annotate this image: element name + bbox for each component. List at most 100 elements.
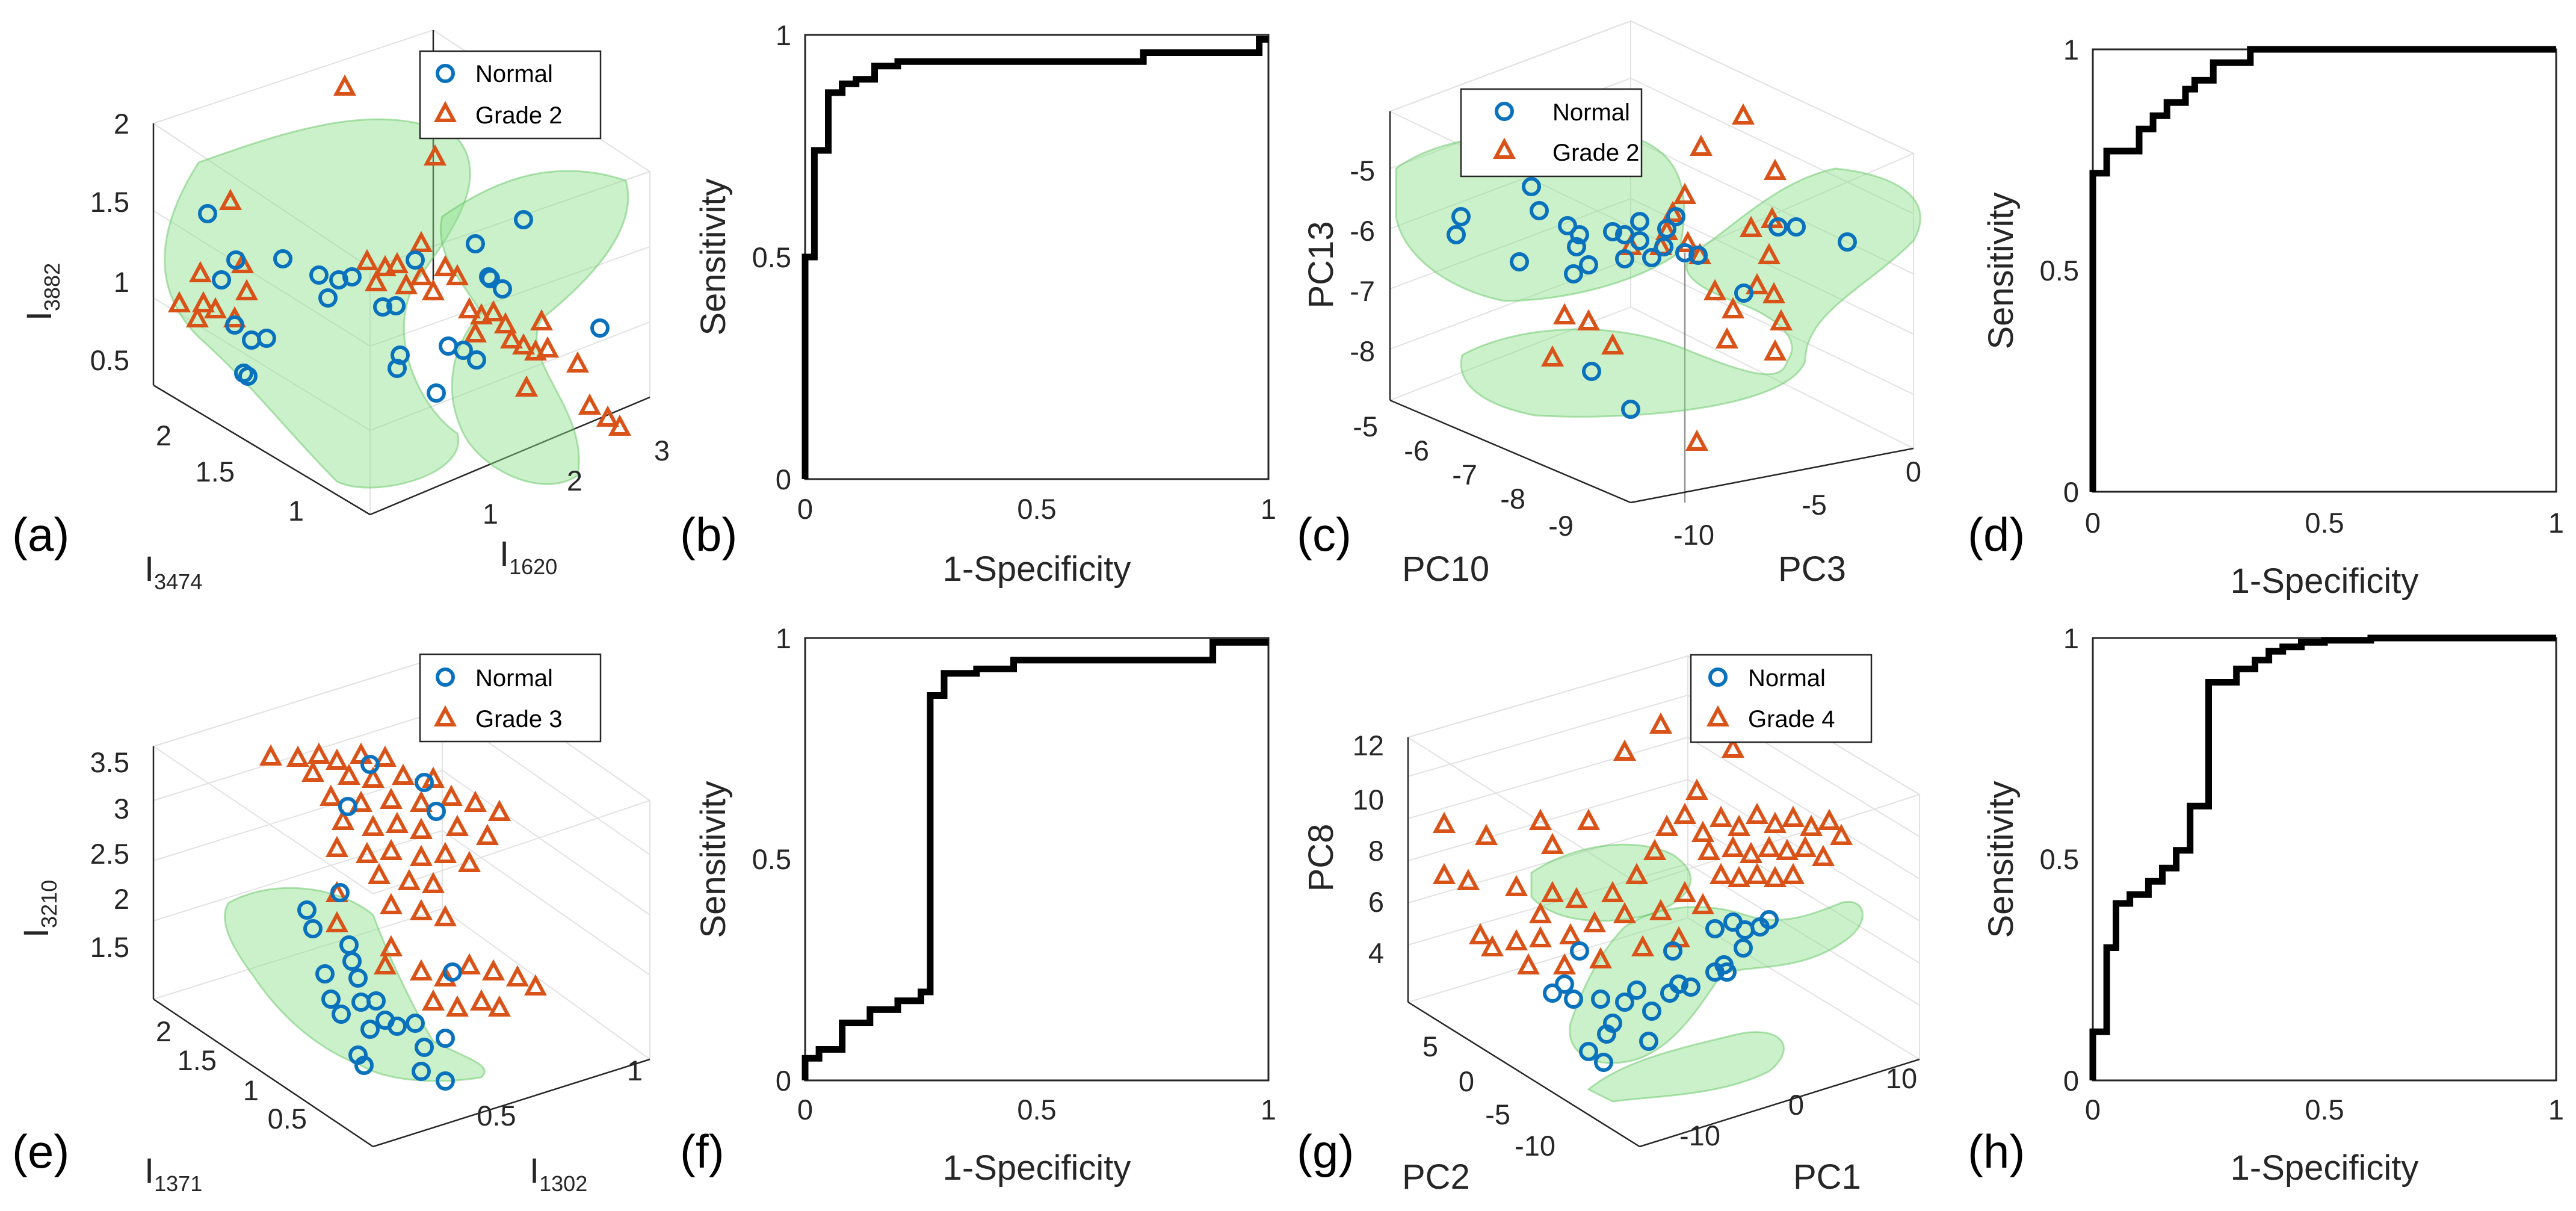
y-tick: 1 (776, 622, 791, 654)
normal-marker (360, 1020, 380, 1039)
z-axis-label: PC13 (1302, 221, 1341, 308)
z-axis-label: I3882 (20, 263, 64, 321)
grade-marker (457, 850, 481, 872)
grade-marker (1793, 835, 1817, 857)
normal-marker (406, 250, 425, 270)
grade-marker (1655, 814, 1679, 836)
normal-marker (406, 1014, 425, 1033)
normal-marker (1615, 993, 1634, 1012)
grade-marker (367, 863, 391, 884)
grade-marker (1763, 866, 1787, 887)
roc-curve (2089, 46, 2556, 492)
x-tick: 10 (1886, 1062, 1917, 1094)
y-tick: 0 (776, 1065, 791, 1097)
x-tick: 0.5 (477, 1100, 516, 1132)
grade-marker (445, 814, 469, 836)
grade-marker (191, 291, 215, 312)
normal-marker (466, 234, 485, 253)
panel-g-legend: Normal Grade 4 (1690, 654, 1873, 743)
grade-marker (1763, 811, 1787, 833)
normal-marker (354, 1056, 374, 1075)
legend-normal-symbol (436, 667, 455, 687)
normal-marker (342, 952, 362, 971)
grade-marker (1649, 899, 1673, 920)
normal-marker (467, 350, 486, 370)
normal-marker (1597, 1024, 1616, 1044)
grade-marker (1601, 333, 1625, 355)
normal-marker (1663, 941, 1682, 961)
panel-a-surfaces (164, 118, 629, 489)
normal-marker (388, 359, 407, 378)
grade-marker (1601, 881, 1625, 902)
normal-marker (439, 336, 458, 356)
normal-marker (1734, 283, 1753, 303)
panel-a-ticks: 2 1.5 1 0.5 2 1.5 1 1 2 3 (90, 108, 670, 530)
normal-marker (1675, 243, 1694, 262)
normal-marker (1451, 207, 1471, 226)
grade-marker (349, 790, 373, 812)
y-tick: 5 (1422, 1030, 1438, 1062)
grade-marker (433, 841, 457, 863)
normal-marker (1838, 232, 1857, 252)
grade-marker (1817, 808, 1841, 830)
grade-marker (333, 74, 357, 96)
normal-marker (443, 962, 462, 982)
grade-marker (203, 297, 227, 318)
grade-marker (1676, 231, 1700, 252)
grade-marker (457, 953, 481, 974)
legend-grade-symbol (433, 101, 457, 122)
grade-marker (1685, 429, 1709, 451)
grade-marker (1703, 279, 1727, 300)
grade-marker (373, 745, 397, 767)
grade-marker (457, 297, 481, 318)
grade-marker (566, 351, 590, 373)
grade-marker (1763, 339, 1787, 361)
grade-marker (1673, 881, 1697, 902)
panel-f-roc: 0 0.5 1 0 0.5 1 1-Specificity Sensitivit… (680, 622, 1276, 1188)
y-axis-label: PC10 (1402, 550, 1489, 589)
grade-marker (1762, 282, 1786, 303)
normal-marker (514, 210, 533, 229)
normal-marker (386, 296, 406, 315)
x-axis-label: I1620 (499, 534, 557, 579)
legend-label: Grade 2 (475, 102, 563, 129)
grade-marker (385, 252, 409, 273)
grade-marker (1745, 802, 1769, 824)
x-axis-label: 1-Specificity (2231, 1148, 2419, 1188)
legend-grade-symbol (1706, 705, 1730, 726)
grade-marker (1697, 838, 1721, 860)
y-tick: 0.5 (752, 241, 791, 273)
roc-curve (802, 36, 1268, 479)
normal-marker (303, 919, 323, 938)
grade-marker (1757, 835, 1781, 857)
grade-marker (409, 817, 433, 839)
grade-marker (1631, 935, 1655, 956)
normal-marker (338, 797, 357, 816)
x-axis-label: 1-Specificity (943, 1148, 1131, 1188)
grade-marker (394, 273, 418, 294)
panel-a-3d: 2 1.5 1 0.5 2 1.5 1 1 2 3 I3882 I3474 I1… (12, 29, 670, 594)
grade-marker (167, 291, 191, 312)
x-tick: 0 (2085, 507, 2101, 539)
grade-marker (514, 375, 539, 397)
panel-c-legend: Normal Grade 2 (1460, 88, 1643, 178)
legend-normal-symbol (1495, 102, 1514, 121)
y-tick: 0 (2063, 1065, 2079, 1097)
normal-marker (436, 1029, 455, 1048)
grade-marker (337, 763, 361, 785)
grade-marker (349, 742, 373, 764)
z-axis-label: PC8 (1302, 824, 1341, 892)
grade-marker (1474, 823, 1498, 845)
x-tick: 0 (1906, 456, 1921, 488)
grade-marker (409, 844, 433, 866)
grade-marker (379, 787, 403, 809)
normal-marker (373, 297, 392, 317)
panel-g-markers (1432, 712, 1853, 1072)
grade-marker (409, 790, 433, 812)
grade-marker (1540, 832, 1564, 854)
grade-marker (1721, 835, 1745, 857)
grade-marker (325, 911, 349, 932)
grade-marker (1799, 814, 1823, 836)
normal-marker (1603, 222, 1622, 241)
